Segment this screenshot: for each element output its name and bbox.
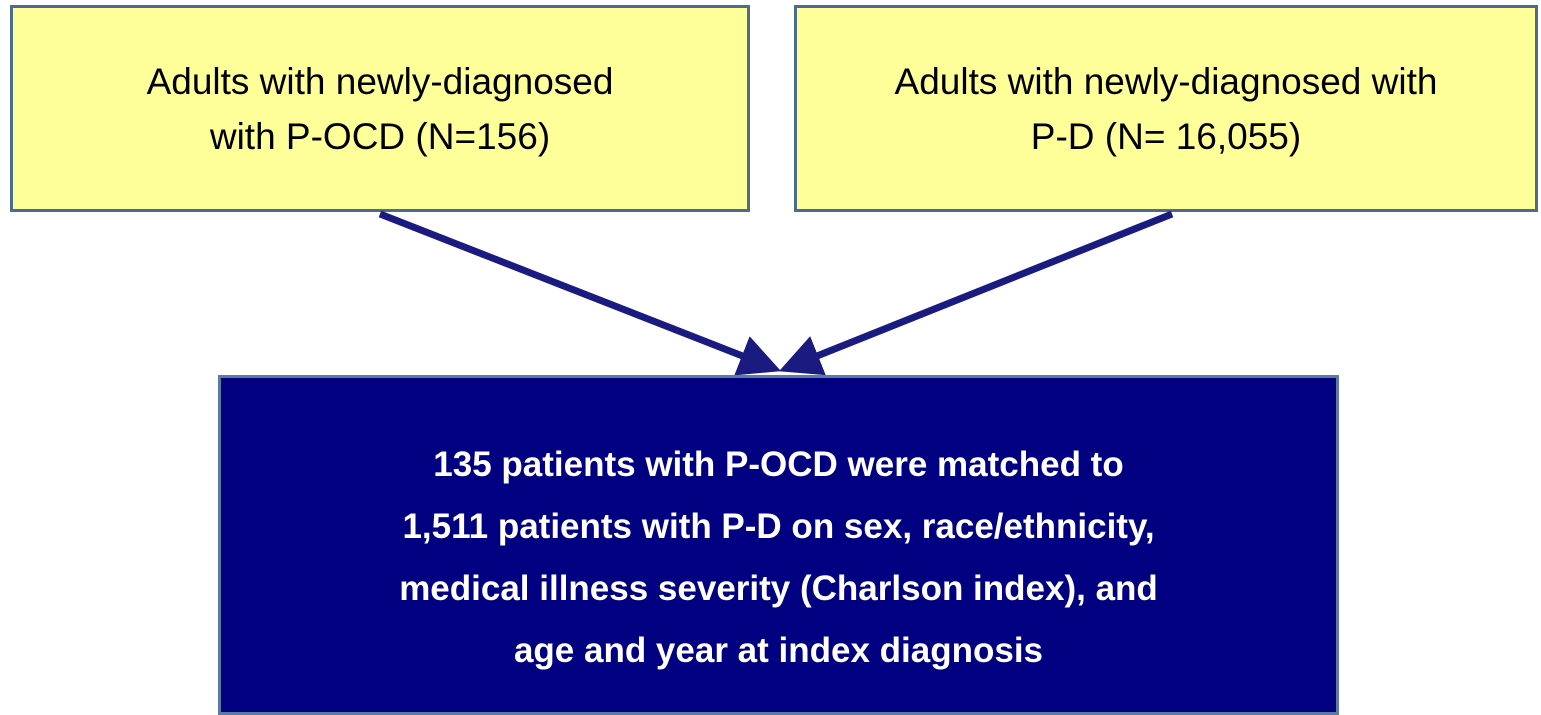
box-text: P-D (N= 16,055) [1030,115,1302,157]
box-text: medical illness severity (Charlson index… [399,569,1158,608]
source-box: Adults with newly-diagnosed with P-D (N=… [794,5,1538,212]
box-text: 135 patients with P-OCD were matched to [433,445,1124,484]
box-text: age and year at index diagnosis [513,631,1044,670]
box-text: Adults with newly-diagnosed with [894,60,1438,102]
arrow [779,210,1174,376]
box-text: Adults with newly-diagnosed [146,60,614,102]
box-text: 1,511 patients with P-D on sex, race/eth… [402,507,1155,546]
result-box: 135 patients with P-OCD were matched to … [218,375,1339,715]
source-box: Adults with newly-diagnosed with P-OCD (… [10,5,750,212]
arrow [378,210,782,376]
box-text: with P-OCD (N=156) [209,115,551,157]
